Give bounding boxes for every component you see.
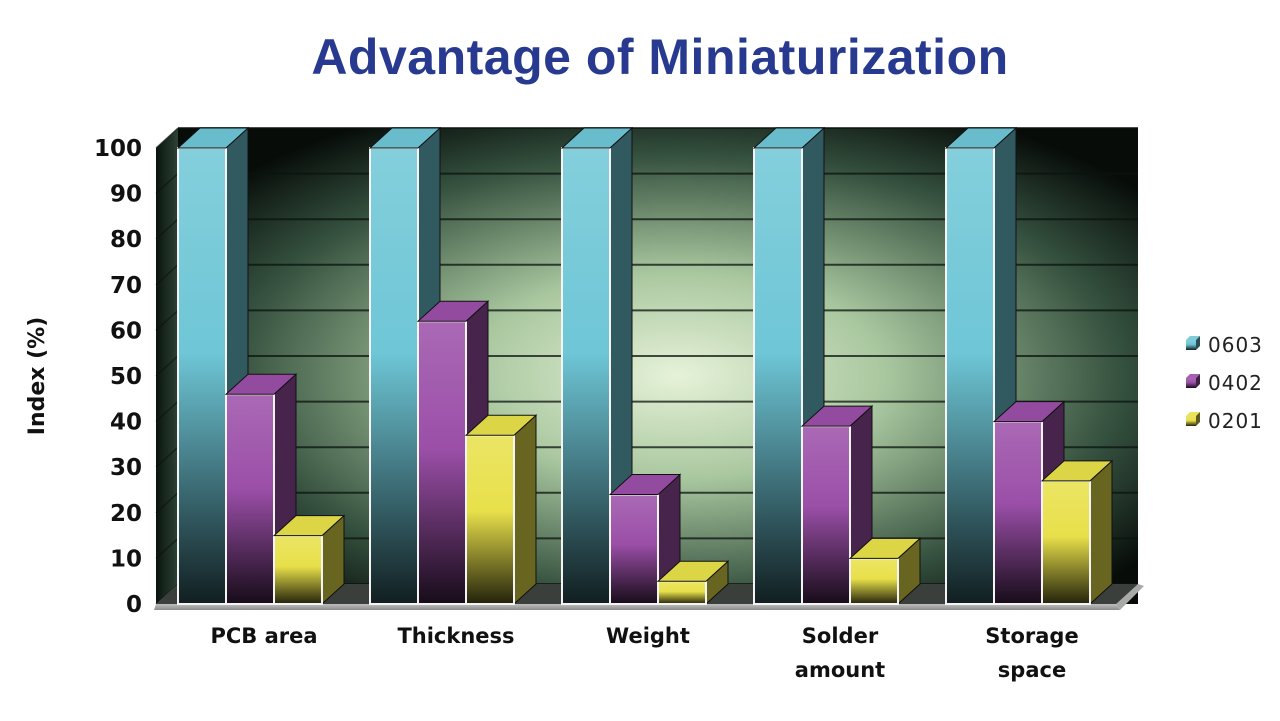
x-category-label: Solder [802,624,879,648]
legend: 0603 0402 0201 [1186,333,1263,433]
legend-swatch-top [1186,336,1200,340]
legend-swatch-top [1186,412,1200,416]
x-category-label: Weight [606,624,690,648]
y-tick-label: 70 [110,273,142,299]
legend-label-0402: 0402 [1208,371,1263,395]
x-category-label: Storage [985,624,1078,648]
bar-top [224,373,298,395]
legend-swatch [1186,378,1196,388]
bar-0201-3 [848,537,922,606]
bar-front [465,434,515,605]
bar-top [560,127,634,149]
y-tick-label: 80 [110,227,142,253]
bar-side [513,414,537,606]
y-tick-label: 100 [94,136,142,162]
bar-front [417,320,467,605]
bar-top [752,127,826,149]
bar-top [416,300,490,322]
gridline-side [155,355,179,377]
bar-top [272,515,346,537]
bar-front [801,425,851,605]
chart-floor-edge [154,604,1120,610]
bar-front [657,580,707,606]
bar-front [993,420,1043,605]
bar-top [176,127,250,149]
bar-front [945,147,995,605]
y-tick-label: 50 [110,364,142,390]
y-axis-label: Index (%) [25,317,50,436]
gridline-side [155,492,179,514]
bar-front [369,147,419,605]
bar-front [753,147,803,605]
bar-top [848,537,922,559]
bar-top [464,414,538,436]
bar-front [1041,479,1091,606]
legend-swatch-top [1186,374,1200,378]
y-tick-label: 60 [110,318,142,344]
bar-top [608,474,682,496]
chart-floor-side [1116,584,1144,610]
x-category-label: amount [795,658,885,682]
bar-top [656,560,730,582]
legend-swatch [1186,340,1196,350]
bar-top [800,405,874,427]
bar-0201-2 [656,560,730,606]
bar-top [944,127,1018,149]
x-category-label: Thickness [397,624,514,648]
bar-front [225,393,275,605]
y-tick-label: 30 [110,455,142,481]
legend-label-0201: 0201 [1208,409,1263,433]
gridline-side [155,218,179,240]
gridline-side [155,127,179,149]
bar-front [849,557,899,606]
gridline-side [155,401,179,423]
y-tick-label: 20 [110,501,142,527]
bar-top [1040,460,1114,482]
bar-0201-0 [272,514,346,606]
y-tick-label: 0 [126,592,142,618]
y-tick-label: 40 [110,410,142,436]
legend-label-0603: 0603 [1208,333,1263,357]
legend-swatch-side [1196,412,1200,426]
legend-swatch-side [1196,374,1200,388]
bar-front [609,493,659,605]
bar-0201-1 [464,414,538,606]
x-category-label: PCB area [210,624,317,648]
bar-0603-0 [176,126,250,606]
bar-side [1089,459,1113,606]
legend-swatch [1186,416,1196,426]
gridline-side [155,264,179,286]
bar-0201-4 [1040,459,1114,606]
y-tick-label: 90 [110,182,142,208]
x-category-label: space [998,658,1066,682]
chart-title: Advantage of Miniaturization [311,29,1009,85]
gridline-side [155,173,179,195]
bar-front [177,147,227,605]
bar-top [992,401,1066,423]
bar-front [273,534,323,605]
y-tick-label: 10 [110,546,142,572]
legend-swatch-side [1196,336,1200,350]
gridline-side [155,537,179,559]
gridline-side [155,309,179,331]
gridline-side [155,446,179,468]
bar-top [368,127,442,149]
bar-front [561,147,611,605]
